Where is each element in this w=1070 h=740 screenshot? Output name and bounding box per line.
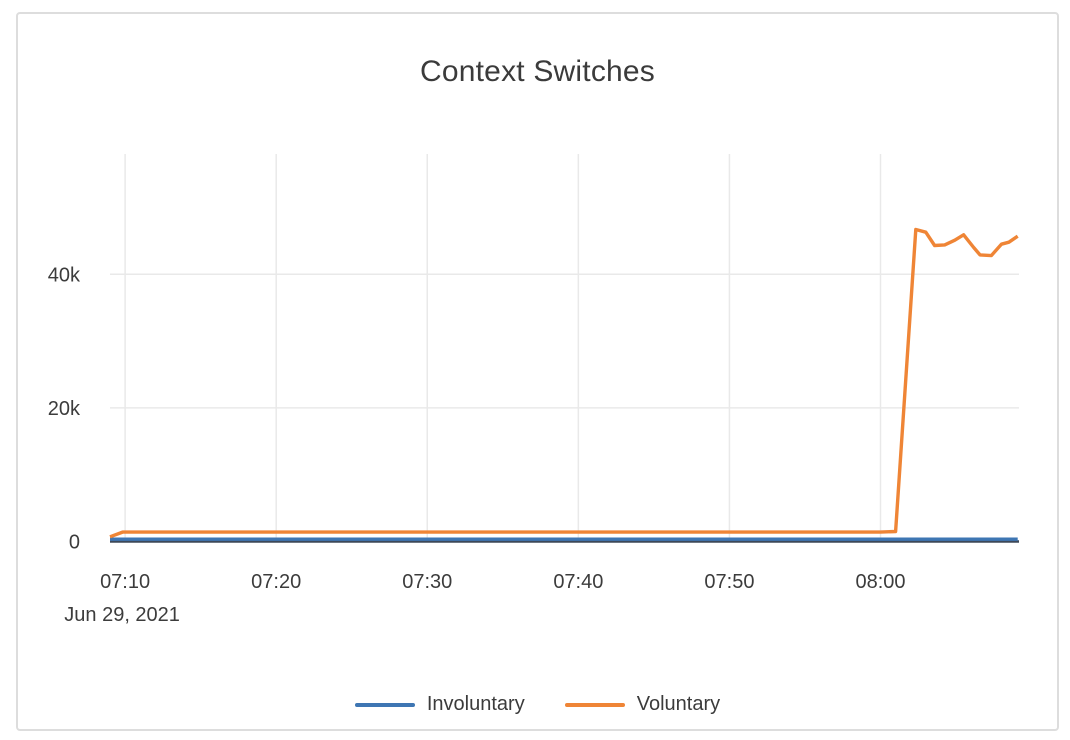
legend-item-label: Voluntary	[636, 693, 721, 715]
legend-line-swatch	[354, 702, 415, 707]
legend-item-voluntary[interactable]: Voluntary	[564, 693, 721, 716]
chart-canvas[interactable]: 0 20k 40k 07:10 07:20 07:30 07:40 07:50 08:00 Jun…	[18, 14, 1057, 729]
y-tick-label: 0	[69, 532, 80, 554]
y-tick-label: 40k	[48, 264, 81, 286]
x-tick-label: 07:10	[100, 571, 150, 593]
x-tick-label: 08:00	[855, 571, 905, 593]
chart-title: Context Switches	[420, 55, 655, 88]
series-line-voluntary[interactable]	[109, 227, 1019, 539]
x-tick-label: 07:40	[553, 571, 603, 593]
legend-item-involuntary[interactable]: Involuntary	[354, 693, 525, 716]
x-tick-label: 07:30	[402, 571, 452, 593]
chart-legend: Involuntary Voluntary	[18, 693, 1057, 716]
x-tick-label: 07:50	[704, 571, 754, 593]
x-tick-label: 07:20	[251, 571, 301, 593]
legend-item-label: Involuntary	[426, 693, 525, 715]
x-axis-date-label: Jun 29, 2021	[64, 604, 180, 626]
y-tick-label: 20k	[48, 398, 81, 420]
legend-line-swatch	[564, 702, 625, 707]
chart-card: Context Switches 0 20k 40k 07:10 07:20 07:30 0…	[16, 12, 1059, 731]
